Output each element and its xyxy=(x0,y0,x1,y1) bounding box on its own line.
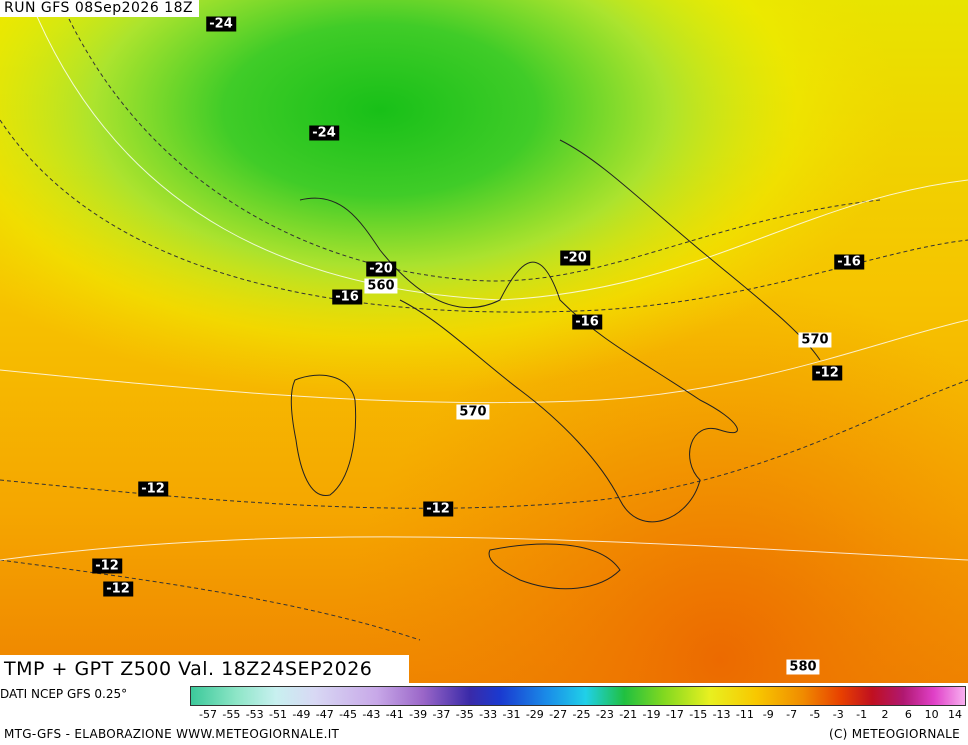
data-source: DATI NCEP GFS 0.25° xyxy=(0,687,128,701)
map-title: TMP + GPT Z500 Val. 18Z24SEP2026 xyxy=(0,655,409,683)
temperature-label: -24 xyxy=(309,125,339,141)
temperature-label: -16 xyxy=(834,254,864,270)
scale-tick-label: -17 xyxy=(665,708,684,721)
scale-tick-label: -49 xyxy=(292,708,311,721)
scale-tick-label: -51 xyxy=(269,708,288,721)
height-label: 560 xyxy=(364,278,398,294)
scale-tick-label: -15 xyxy=(689,708,708,721)
run-label: RUN GFS 08Sep2026 18Z xyxy=(0,0,200,17)
temperature-label: -16 xyxy=(332,289,362,305)
footer-right: (C) METEOGIORNALE xyxy=(828,727,960,741)
scale-tick-label: 6 xyxy=(904,708,912,721)
isotherms xyxy=(0,0,968,641)
height-label: 570 xyxy=(798,332,832,348)
temperature-label: -24 xyxy=(206,16,236,32)
temperature-label: -12 xyxy=(103,581,133,597)
scale-tick-label: 2 xyxy=(881,708,889,721)
temperature-label: -12 xyxy=(423,501,453,517)
color-scale xyxy=(190,686,966,706)
scale-tick-label: -41 xyxy=(385,708,404,721)
scale-tick-label: -29 xyxy=(525,708,544,721)
scale-tick-label: -55 xyxy=(222,708,241,721)
scale-tick-label: -11 xyxy=(735,708,754,721)
scale-tick-label: -21 xyxy=(619,708,638,721)
coastlines xyxy=(290,139,821,590)
scale-tick-label: -19 xyxy=(642,708,661,721)
temperature-label: -16 xyxy=(572,314,602,330)
scale-tick-label: -9 xyxy=(762,708,774,721)
temperature-label: -20 xyxy=(366,261,396,277)
scale-tick-label: -3 xyxy=(832,708,844,721)
height-label: 580 xyxy=(786,659,820,675)
scale-tick-label: -43 xyxy=(362,708,381,721)
scale-tick-label: -39 xyxy=(409,708,428,721)
footer-left: MTG-GFS - ELABORAZIONE WWW.METEOGIORNALE… xyxy=(4,727,340,741)
temperature-label: -12 xyxy=(812,365,842,381)
scale-tick-label: -35 xyxy=(455,708,474,721)
scale-tick-label: -33 xyxy=(479,708,498,721)
scale-tick-label: -27 xyxy=(549,708,568,721)
isohypses xyxy=(0,0,968,560)
scale-tick-label: -25 xyxy=(572,708,591,721)
scale-tick-label: -23 xyxy=(595,708,614,721)
scale-tick-label: 10 xyxy=(924,708,939,721)
scale-tick-label: 14 xyxy=(948,708,962,721)
scale-tick-label: -47 xyxy=(315,708,334,721)
scale-tick-label: -53 xyxy=(245,708,264,721)
scale-tick-label: -13 xyxy=(712,708,731,721)
scale-tick-label: -5 xyxy=(809,708,821,721)
height-label: 570 xyxy=(456,404,490,420)
scale-tick-label: -57 xyxy=(199,708,217,721)
temperature-label: -12 xyxy=(92,558,122,574)
scale-tick-label: -31 xyxy=(502,708,521,721)
scale-tick-label: -45 xyxy=(339,708,358,721)
scale-tick-label: -1 xyxy=(856,708,868,721)
scale-tick-label: -7 xyxy=(786,708,798,721)
temperature-label: -12 xyxy=(138,481,168,497)
scale-tick-label: -37 xyxy=(432,708,451,721)
temperature-label: -20 xyxy=(560,250,590,266)
